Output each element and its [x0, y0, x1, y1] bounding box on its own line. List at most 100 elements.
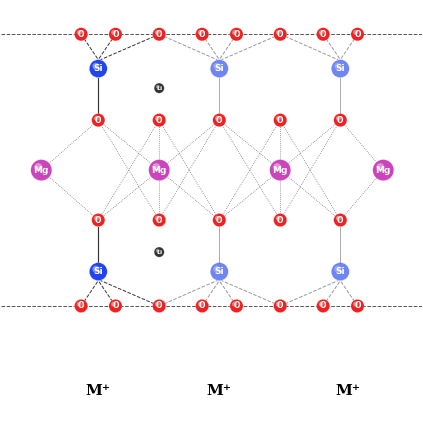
- Text: O: O: [320, 302, 327, 310]
- Text: Si: Si: [335, 267, 345, 276]
- Circle shape: [232, 302, 237, 307]
- Circle shape: [213, 63, 220, 69]
- Circle shape: [155, 216, 160, 221]
- Circle shape: [274, 113, 287, 127]
- Circle shape: [373, 159, 394, 181]
- Circle shape: [92, 266, 99, 272]
- Text: Li: Li: [156, 85, 162, 91]
- Circle shape: [215, 216, 220, 221]
- Text: O: O: [233, 302, 240, 310]
- Circle shape: [274, 214, 287, 227]
- Circle shape: [195, 299, 209, 313]
- Circle shape: [154, 83, 164, 93]
- Circle shape: [198, 30, 203, 35]
- Circle shape: [195, 27, 209, 41]
- Circle shape: [153, 299, 166, 313]
- Circle shape: [276, 302, 281, 307]
- Circle shape: [335, 266, 341, 272]
- Circle shape: [276, 216, 281, 221]
- Text: Mg: Mg: [272, 166, 288, 175]
- Text: Mg: Mg: [151, 166, 167, 175]
- Circle shape: [270, 159, 291, 181]
- Text: M⁺: M⁺: [207, 384, 232, 398]
- Text: O: O: [320, 30, 327, 39]
- Circle shape: [155, 302, 160, 307]
- Circle shape: [109, 27, 122, 41]
- Circle shape: [34, 163, 42, 171]
- Circle shape: [74, 27, 88, 41]
- Text: Si: Si: [214, 64, 224, 73]
- Text: O: O: [156, 30, 162, 39]
- Circle shape: [94, 216, 99, 221]
- Circle shape: [92, 113, 105, 127]
- Text: O: O: [112, 30, 119, 39]
- Circle shape: [153, 27, 166, 41]
- Text: O: O: [277, 30, 283, 39]
- Circle shape: [334, 214, 347, 227]
- Circle shape: [213, 113, 226, 127]
- Circle shape: [376, 163, 385, 171]
- Text: O: O: [216, 216, 222, 225]
- Text: O: O: [156, 216, 162, 225]
- Circle shape: [353, 30, 358, 35]
- Circle shape: [111, 302, 116, 307]
- Circle shape: [331, 263, 349, 280]
- Circle shape: [156, 85, 160, 89]
- Text: M⁺: M⁺: [335, 384, 361, 398]
- Circle shape: [331, 60, 349, 77]
- Text: O: O: [337, 216, 343, 225]
- Text: O: O: [199, 30, 206, 39]
- Circle shape: [274, 299, 287, 313]
- Text: O: O: [354, 30, 361, 39]
- Circle shape: [94, 116, 99, 121]
- Text: O: O: [199, 302, 206, 310]
- Circle shape: [77, 302, 82, 307]
- Circle shape: [153, 214, 166, 227]
- Text: O: O: [277, 216, 283, 225]
- Circle shape: [319, 302, 324, 307]
- Circle shape: [351, 27, 364, 41]
- Text: Si: Si: [93, 267, 103, 276]
- Text: O: O: [95, 216, 102, 225]
- Circle shape: [316, 299, 330, 313]
- Circle shape: [316, 27, 330, 41]
- Text: Li: Li: [156, 250, 162, 255]
- Text: Si: Si: [335, 64, 345, 73]
- Circle shape: [273, 163, 281, 171]
- Text: O: O: [156, 302, 162, 310]
- Circle shape: [155, 30, 160, 35]
- Circle shape: [154, 247, 164, 257]
- Circle shape: [210, 60, 228, 77]
- Text: O: O: [277, 302, 283, 310]
- Circle shape: [353, 302, 358, 307]
- Circle shape: [31, 159, 52, 181]
- Text: O: O: [216, 115, 222, 125]
- Text: O: O: [112, 302, 119, 310]
- Circle shape: [351, 299, 364, 313]
- Circle shape: [230, 27, 243, 41]
- Text: O: O: [233, 30, 240, 39]
- Circle shape: [156, 249, 160, 253]
- Circle shape: [335, 63, 341, 69]
- Circle shape: [198, 302, 203, 307]
- Text: Si: Si: [214, 267, 224, 276]
- Circle shape: [89, 263, 107, 280]
- Text: O: O: [354, 302, 361, 310]
- Text: M⁺: M⁺: [86, 384, 111, 398]
- Circle shape: [210, 263, 228, 280]
- Text: O: O: [277, 115, 283, 125]
- Circle shape: [92, 214, 105, 227]
- Circle shape: [213, 266, 220, 272]
- Circle shape: [109, 299, 122, 313]
- Circle shape: [152, 163, 160, 171]
- Circle shape: [153, 113, 166, 127]
- Circle shape: [92, 63, 99, 69]
- Circle shape: [213, 214, 226, 227]
- Circle shape: [319, 30, 324, 35]
- Circle shape: [89, 60, 107, 77]
- Text: O: O: [337, 115, 343, 125]
- Text: O: O: [95, 115, 102, 125]
- Circle shape: [77, 30, 82, 35]
- Circle shape: [336, 216, 341, 221]
- Circle shape: [274, 27, 287, 41]
